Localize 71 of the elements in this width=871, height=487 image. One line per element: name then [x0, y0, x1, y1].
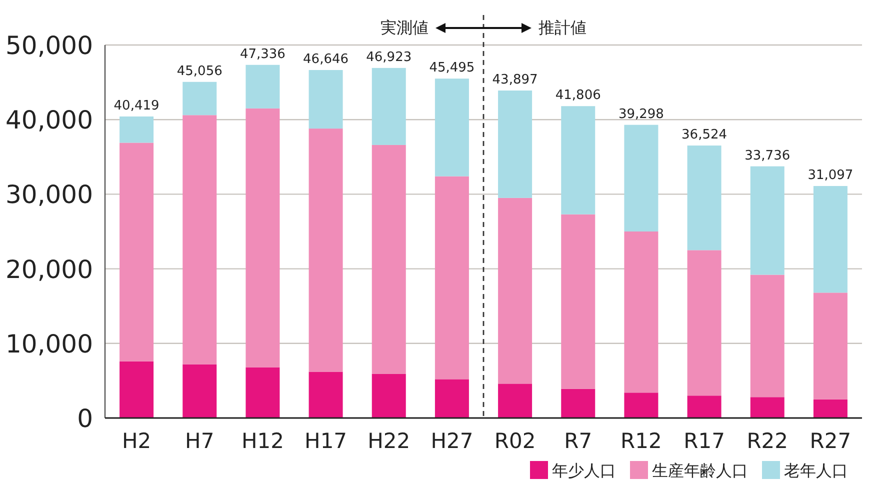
x-tick-label: H17 [304, 429, 348, 453]
y-tick-label: 0 [77, 404, 93, 433]
bar [120, 116, 154, 143]
total-label: 39,298 [618, 106, 664, 122]
bar [372, 68, 406, 145]
x-tick-label: H27 [430, 429, 474, 453]
legend-label: 年少人口 [552, 461, 616, 480]
x-tick-label: R17 [684, 429, 725, 453]
text: 実測値 [380, 18, 428, 37]
bar [434, 78, 469, 176]
bar [372, 144, 406, 374]
legend-label: 老年人口 [784, 461, 848, 480]
bar [246, 108, 280, 368]
bar [687, 250, 722, 396]
total-label: 40,419 [114, 98, 160, 114]
total-label: 31,097 [808, 168, 854, 184]
y-tick-label: 40,000 [6, 106, 93, 135]
x-tick-label: H7 [185, 429, 214, 453]
legend-label: 生産年齢人口 [652, 461, 748, 480]
bar [498, 198, 532, 384]
x-tick-label: H12 [241, 429, 284, 453]
bar [120, 142, 154, 362]
total-label: 43,897 [492, 72, 538, 88]
total-label: 47,336 [240, 46, 286, 62]
bar [246, 367, 280, 418]
bar [750, 397, 784, 418]
bar [434, 176, 469, 380]
x-tick-label: R22 [746, 429, 788, 453]
bar [687, 396, 722, 418]
x-tick-label: H22 [368, 429, 410, 453]
total-label: 41,806 [555, 88, 601, 104]
bar [308, 128, 343, 372]
total-label: 33,736 [744, 148, 790, 164]
y-tick-label: 10,000 [6, 329, 93, 358]
bar [246, 64, 280, 108]
bar [561, 388, 596, 418]
bar [308, 70, 343, 129]
total-label: 46,646 [303, 52, 349, 68]
bar [624, 232, 658, 393]
bar [813, 292, 848, 400]
bar [750, 166, 784, 275]
bar [813, 186, 848, 293]
bar [434, 379, 469, 418]
bar [813, 399, 848, 418]
bar [624, 124, 658, 232]
bar [182, 115, 217, 364]
bar [561, 106, 596, 214]
bar [182, 364, 217, 418]
y-tick-label: 50,000 [6, 31, 93, 60]
y-tick-label: 30,000 [6, 180, 93, 210]
y-tick-label: 20,000 [6, 254, 93, 284]
bar [561, 214, 596, 389]
bar [750, 274, 784, 398]
bar [372, 374, 406, 418]
x-tick-label: R02 [494, 429, 536, 453]
bar [182, 82, 217, 116]
x-tick-label: R7 [564, 429, 592, 453]
bar [120, 361, 154, 418]
text: 推計値 [538, 18, 586, 37]
bar [498, 90, 532, 198]
bar [498, 384, 532, 418]
x-tick-label: R27 [810, 429, 852, 453]
total-label: 45,056 [176, 64, 222, 79]
x-tick-label: R12 [620, 429, 662, 453]
total-label: 45,495 [429, 60, 475, 76]
total-label: 46,923 [366, 50, 412, 65]
bar [687, 146, 722, 250]
bar [308, 372, 343, 418]
x-tick-label: H2 [122, 429, 152, 453]
total-label: 36,524 [682, 128, 728, 143]
bar [624, 392, 658, 418]
